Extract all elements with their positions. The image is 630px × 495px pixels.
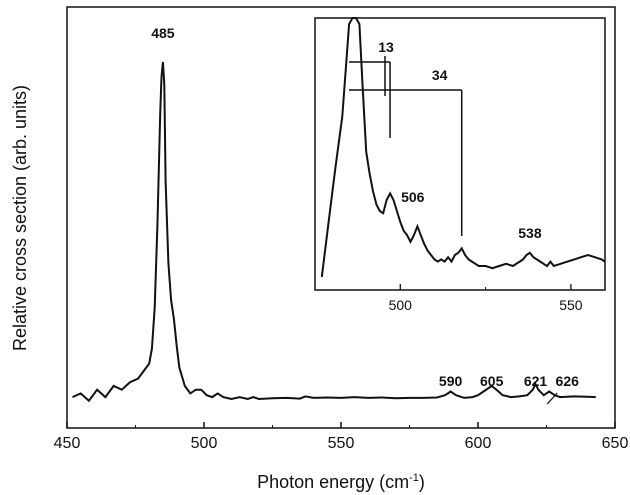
inset-x-tick-label: 550 (559, 297, 583, 313)
peak-626-leader (546, 392, 558, 405)
x-axis-title-end: ) (419, 472, 425, 492)
inset-peak-label: 538 (518, 225, 542, 241)
y-axis-title: Relative cross section (arb. units) (10, 85, 30, 351)
main-x-tick-label: 500 (191, 435, 218, 452)
main-x-tick-label: 550 (328, 435, 355, 452)
main-x-tick-label: 600 (465, 435, 492, 452)
inset-series-line (320, 17, 606, 278)
main-series-line (72, 61, 596, 403)
peak-label: 626 (556, 373, 580, 389)
inset-peak-label: 506 (401, 189, 425, 205)
peak-label: 605 (480, 373, 504, 389)
main-x-tick-label: 450 (54, 435, 81, 452)
peak-label: 621 (524, 373, 548, 389)
x-axis-title-sup: -1 (409, 472, 419, 484)
peak-label: 590 (439, 373, 463, 389)
inset-peak-labels: 13 34 506 538 (378, 39, 542, 241)
x-axis-title-main: Photon energy (cm (257, 472, 409, 492)
inset-x-tick-label: 500 (389, 297, 413, 313)
main-x-tick-label: 650 (602, 435, 629, 452)
inset-peak-label: 13 (378, 39, 394, 55)
inset-harmonic-brackets (349, 56, 463, 236)
x-axis-title: Photon energy (cm-1) (257, 472, 425, 492)
peak-label: 485 (151, 25, 175, 41)
main-peak-labels: 485 590 605 621 626 (151, 25, 580, 405)
main-x-ticks: 450 500 550 600 650 (54, 422, 629, 452)
inset-peak-label: 34 (432, 67, 448, 83)
inset-plot-frame (314, 17, 606, 291)
inset-x-ticks: 500 550 (314, 284, 583, 313)
